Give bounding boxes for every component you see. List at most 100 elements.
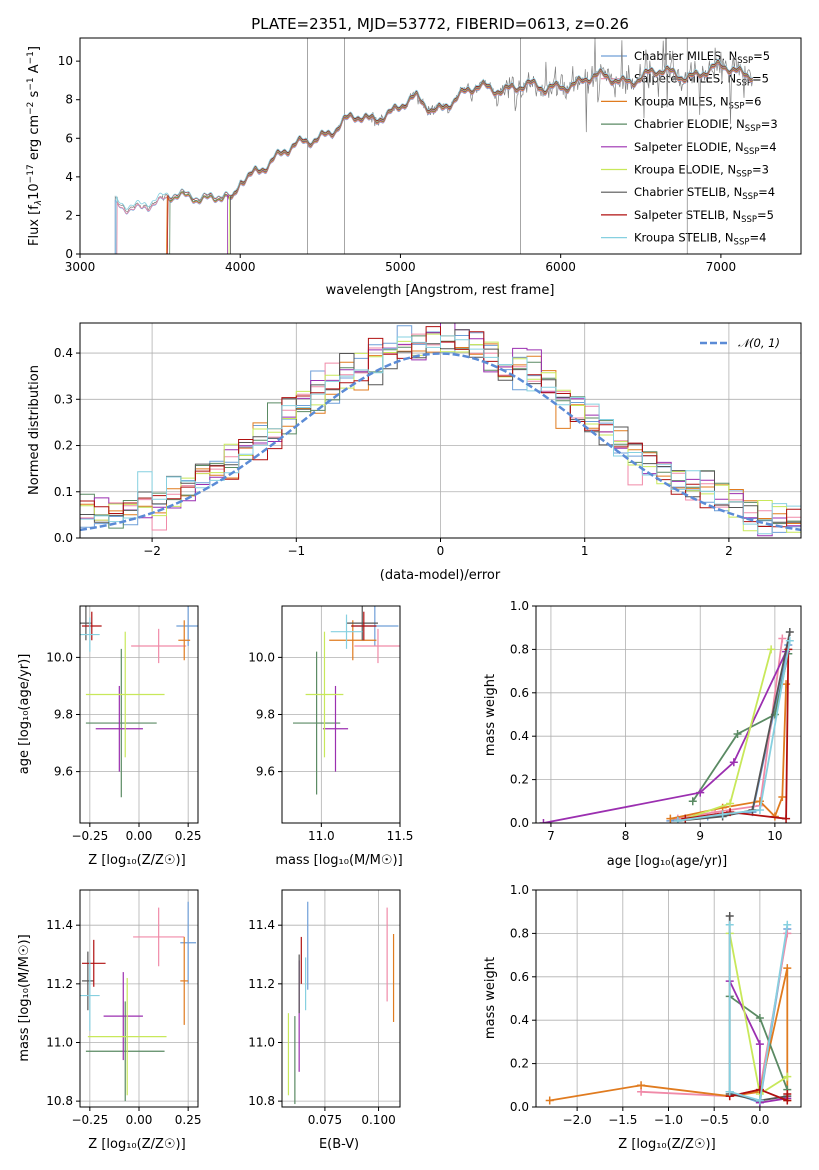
z-age-ylabel: age [log₁₀(age/yr)]: [17, 654, 32, 775]
z-weight-xtick-label: −1.5: [608, 1113, 637, 1127]
mass-age-xtick-label: 11.5: [387, 829, 414, 843]
spectrum-xtick-label: 3000: [65, 260, 96, 274]
age-weight-xtick-label: 9: [696, 829, 704, 843]
spectrum-ytick-label: 6: [65, 131, 73, 145]
ebv-mass-xtick-label: 0.100: [361, 1113, 395, 1127]
normal-curve: [80, 352, 801, 532]
residuals-xtick-label: 0: [437, 544, 445, 558]
spectrum-xtick-label: 4000: [225, 260, 256, 274]
age-weight-line-8: [677, 640, 791, 822]
z-mass-xtick-label: −0.25: [71, 1113, 108, 1127]
z-mass-ytick-label: 11.4: [46, 918, 73, 932]
z-weight-ytick-label: 0.2: [510, 1057, 529, 1071]
age-weight-marker-3-0: [688, 797, 697, 806]
z-age-panel: age [log₁₀(age/yr)] Z [log₁₀(Z/Z☉)] −0.2…: [17, 605, 202, 868]
age-weight-marker-1-3: [778, 634, 787, 643]
z-mass-plot: [80, 901, 197, 1102]
residuals-axes: −2 −1 0 1 2 0.0 0.1 0.2 0.3 0.4: [54, 322, 802, 558]
z-mass-panel: mass [log₁₀(M/M☉)] Z [log₁₀(Z/Z☉)] −0.25…: [17, 889, 202, 1152]
figure-title: PLATE=2351, MJD=53772, FIBERID=0613, z=0…: [251, 15, 629, 33]
mass-age-grid: [282, 606, 401, 823]
age-weight-frame: [535, 605, 802, 824]
z-mass-ytick-label: 11.0: [46, 1035, 73, 1049]
z-age-xtick-label: −0.25: [71, 829, 108, 843]
z-weight-ytick-label: 1.0: [510, 883, 529, 897]
z-weight-marker-5-2: [783, 1072, 792, 1081]
z-weight-marker-4-1: [755, 1040, 764, 1049]
spectrum-model-line-1: [116, 62, 753, 254]
age-weight-ytick-label: 1.0: [510, 599, 529, 613]
age-weight-ytick-label: 0.4: [510, 729, 529, 743]
legend-label-tail: =4: [760, 140, 777, 154]
z-weight-marker-8-2: [755, 1096, 764, 1105]
legend-label-tail: =4: [758, 185, 775, 199]
spectrum-model-line-8: [115, 58, 753, 254]
legend-label-2: Kroupa MILES, NSSP=6: [634, 94, 761, 111]
residuals-grid: [80, 323, 801, 539]
ebv-mass-ytick-label: 10.8: [248, 1094, 275, 1108]
ebv-mass-grid: [282, 890, 400, 1107]
age-weight-ytick-label: 0.6: [510, 686, 529, 700]
ebv-mass-axes: 0.075 0.100 10.8 11.0 11.2 11.4: [248, 889, 401, 1127]
age-weight-marker-2-0: [666, 814, 675, 823]
residuals-xtick-label: 1: [581, 544, 589, 558]
spectrum-model-line-0: [114, 63, 753, 254]
age-weight-marker-4-2: [729, 758, 738, 767]
legend-label-sub: SSP: [741, 215, 757, 225]
legend-label-main: Chabrier MILES, N: [634, 49, 737, 63]
spectrum-axes: 3000 4000 5000 6000 7000 0 2 4 6 8 10: [58, 37, 802, 274]
legend-label-sub: SSP: [736, 170, 752, 180]
ebv-mass-ytick-label: 11.4: [248, 918, 275, 932]
z-weight-ytick-label: 0.0: [510, 1100, 529, 1114]
z-weight-xtick-label: −2.0: [563, 1113, 592, 1127]
age-weight-marker-8-3: [785, 636, 794, 645]
z-mass-xtick-label: 0.25: [175, 1113, 202, 1127]
residuals-legend: 𝒩(0, 1): [700, 336, 780, 350]
z-weight-grid: [536, 889, 801, 1108]
spectrum-frame: [79, 37, 802, 255]
spectrum-ytick-label: 8: [65, 93, 73, 107]
z-mass-ytick-label: 10.8: [46, 1094, 73, 1108]
residuals-xtick-label: 2: [725, 544, 733, 558]
legend-label-main: Kroupa STELIB, N: [634, 231, 734, 245]
z-weight-ytick-label: 0.8: [510, 926, 529, 940]
legend-label-main: Salpeter ELODIE, N: [634, 140, 744, 154]
ebv-mass-ytick-label: 11.2: [248, 977, 275, 991]
legend-label-sub: SSP: [742, 192, 758, 202]
age-weight-xtick-label: 10: [767, 829, 782, 843]
z-mass-ylabel: mass [log₁₀(M/M☉)]: [17, 934, 32, 1061]
z-weight-axes: −2.0 −1.5 −1.0 −0.5 0.0 0.0 0.2 0.4 0.6 0.8 1.0: [510, 883, 802, 1127]
age-weight-line-4: [543, 651, 787, 823]
z-weight-marker-1-3: [783, 929, 792, 938]
mass-age-ytick-label: 9.6: [256, 765, 275, 779]
residuals-xtick-label: −2: [143, 544, 161, 558]
age-weight-ytick-label: 0.0: [510, 816, 529, 830]
legend-label-tail: =4: [749, 231, 766, 245]
ebv-mass-frame: [281, 889, 401, 1108]
legend-label-0: Chabrier MILES, NSSP=5: [634, 49, 770, 66]
z-weight-plot: [545, 912, 792, 1107]
age-weight-ylabel: mass weight: [483, 674, 498, 756]
ebv-mass-panel: E(B-V) 0.075 0.100 10.8 11.0 11.2 11.4: [248, 889, 401, 1152]
z-age-xlabel: Z [log₁₀(Z/Z☉)]: [88, 853, 185, 868]
legend-label-tail: =6: [744, 94, 761, 108]
age-weight-ytick-label: 0.8: [510, 642, 529, 656]
residuals-ytick-label: 0.0: [54, 531, 73, 545]
z-weight-line-8: [728, 924, 789, 1102]
age-weight-panel: mass weight age [log₁₀(age/yr)] 7 8 9 10 0.0…: [483, 599, 802, 869]
age-weight-marker-5-1: [726, 799, 735, 808]
mass-age-ytick-label: 10.0: [248, 650, 275, 664]
z-age-ytick-label: 10.0: [46, 650, 73, 664]
z-weight-marker-8-1: [725, 1087, 734, 1096]
ebv-mass-ytick-label: 11.0: [248, 1035, 275, 1049]
legend-label-tail: =5: [752, 72, 769, 86]
z-weight-marker-2-4: [783, 964, 792, 973]
z-weight-marker-3-1: [755, 1014, 764, 1023]
age-weight-marker-5-2: [767, 645, 776, 654]
z-mass-axes: −0.25 0.00 0.25 10.8 11.0 11.2 11.4: [46, 889, 202, 1127]
legend-label-main: Kroupa MILES, N: [634, 94, 729, 108]
residuals-xlabel: (data-model)/error: [380, 568, 501, 583]
mass-age-xlabel: mass [log₁₀(M/M☉)]: [275, 853, 402, 868]
